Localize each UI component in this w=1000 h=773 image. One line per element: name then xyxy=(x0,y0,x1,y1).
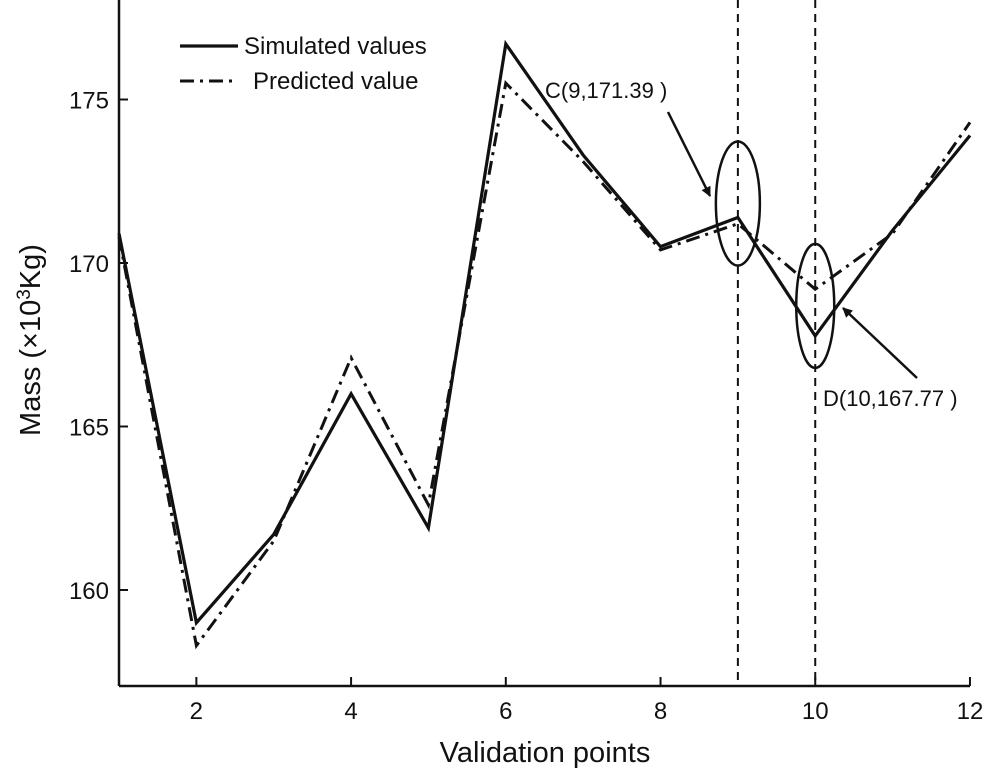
x-ticks: 2 4 6 8 10 12 xyxy=(190,677,984,725)
series-line-predicted-value xyxy=(117,79,972,650)
annotation-arrow-d xyxy=(842,307,918,379)
y-tick-label: 160 xyxy=(69,578,109,605)
x-axis-title: Validation points xyxy=(440,737,651,769)
annotation-label-d: D(10,167.77 ) xyxy=(823,386,958,411)
x-tick-label: 10 xyxy=(802,698,829,725)
y-axis-title-superscript: 3 xyxy=(14,289,35,300)
y-axis-title-main: Mass (×10 xyxy=(15,300,47,436)
y-tick-label: 165 xyxy=(69,415,109,442)
x-tick-label: 12 xyxy=(957,698,984,725)
legend-label-predicted-value: Predicted value xyxy=(253,68,418,95)
legend-label-simulated-values: Simulated values xyxy=(244,33,427,60)
legend: Simulated values Predicted value xyxy=(180,33,427,95)
annotation-ellipse-c xyxy=(714,140,762,267)
x-tick-label: 6 xyxy=(499,698,512,725)
annotation-ellipse-d xyxy=(794,242,836,370)
series-group xyxy=(117,39,972,650)
x-tick-label: 4 xyxy=(344,698,357,725)
annotation-label-c: C(9,171.39 ) xyxy=(545,78,667,103)
y-tick-label: 170 xyxy=(69,251,109,278)
y-axis-title-unit: Kg) xyxy=(15,244,47,289)
x-tick-label: 2 xyxy=(190,698,203,725)
y-ticks: 160 165 170 175 xyxy=(69,88,128,605)
axes: 2 4 6 8 10 12 160 165 170 175 xyxy=(69,0,983,725)
vertical-reference-lines xyxy=(736,0,817,686)
series-line-simulated-values xyxy=(117,39,972,627)
y-tick-label: 175 xyxy=(69,88,109,115)
y-axis-title: Mass (×103Kg) xyxy=(14,244,47,436)
annotation-arrow-c xyxy=(666,111,712,197)
x-tick-label: 8 xyxy=(654,698,667,725)
